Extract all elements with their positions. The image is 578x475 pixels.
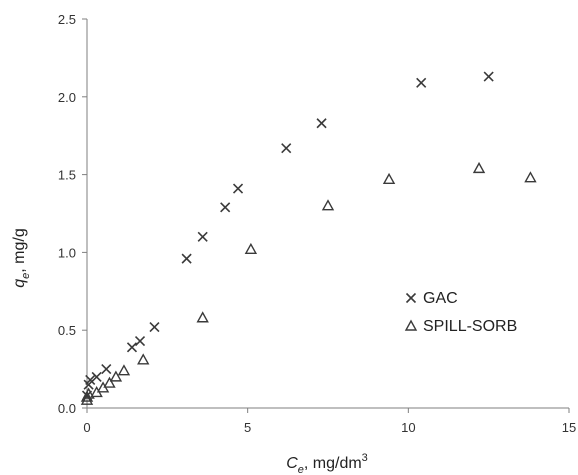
x-stroke [281, 143, 292, 154]
x-stroke [126, 342, 138, 353]
series-gac [81, 71, 494, 401]
x-stroke [232, 183, 244, 194]
x-tick-label: 15 [562, 420, 576, 435]
ticks: 0 5 10 15 0.0 0.5 1.0 1.5 2.0 2.5 [58, 12, 576, 435]
data-point-gac [220, 202, 231, 213]
y-tick-label: 0.5 [58, 323, 76, 338]
x-stroke [197, 231, 208, 242]
data-point-gac [85, 374, 96, 386]
x-stroke [91, 371, 102, 382]
y-tick-label: 2.0 [58, 90, 76, 105]
data-point-gac [316, 118, 327, 129]
data-point-spill-sorb [137, 353, 150, 365]
data-point-gac [281, 143, 292, 154]
data-point-spill-sorb [472, 161, 486, 174]
x-axis-var: C [286, 455, 298, 472]
data-point-gac [483, 71, 494, 82]
x-tick-label: 5 [244, 420, 251, 435]
legend-label-gac: GAC [423, 290, 458, 307]
x-axis-sup: 3 [362, 452, 368, 464]
data-point-gac [134, 336, 146, 347]
data-point-spill-sorb [80, 393, 94, 405]
data-point-spill-sorb [117, 364, 131, 376]
data-point-spill-sorb [82, 387, 95, 399]
data-marks [80, 71, 537, 405]
data-point-gac [91, 371, 102, 382]
x-stroke [85, 374, 96, 386]
data-point-spill-sorb [524, 171, 537, 183]
legend-marker-gac [405, 292, 417, 304]
x-stroke [101, 364, 112, 375]
x-axis-title: Ce, mg/dm3 [286, 452, 368, 475]
x-stroke [220, 202, 231, 213]
x-axis-sub: e [298, 464, 304, 475]
x-stroke [134, 336, 146, 347]
data-point-spill-sorb [103, 376, 116, 388]
y-tick-label: 1.0 [58, 245, 76, 260]
x-stroke [405, 292, 417, 304]
legend-marker-spill-sorb [404, 319, 418, 331]
y-axis-var: q [11, 279, 28, 288]
data-point-gac [149, 322, 160, 333]
data-point-spill-sorb [321, 199, 335, 211]
y-axis-sub: e [20, 273, 32, 279]
data-point-spill-sorb [244, 242, 258, 254]
x-stroke [416, 77, 427, 88]
x-stroke [181, 253, 192, 264]
data-point-gac [232, 183, 244, 194]
legend: GAC SPILL-SORB [404, 290, 517, 335]
data-point-gac [126, 342, 138, 353]
axes [86, 19, 569, 409]
data-point-spill-sorb [382, 172, 396, 184]
data-point-spill-sorb [109, 370, 123, 382]
data-point-spill-sorb [196, 311, 209, 323]
data-point-gac [197, 231, 208, 242]
x-axis-rest: , mg/dm [304, 455, 362, 472]
y-axis-rest: , mg/g [11, 228, 28, 272]
series-spill-sorb [80, 161, 537, 405]
data-point-gac [181, 253, 192, 264]
y-tick-label: 1.5 [58, 168, 76, 183]
legend-label-spill-sorb: SPILL-SORB [423, 318, 517, 335]
x-stroke [149, 322, 160, 333]
x-stroke [316, 118, 327, 129]
data-point-gac [101, 364, 112, 375]
data-point-gac [416, 77, 427, 88]
x-stroke [483, 71, 494, 82]
x-tick-label: 0 [83, 420, 90, 435]
y-tick-label: 2.5 [58, 12, 76, 27]
y-axis-title: qe, mg/g [11, 228, 32, 288]
x-tick-label: 10 [401, 420, 415, 435]
y-tick-label: 0.0 [58, 401, 76, 416]
